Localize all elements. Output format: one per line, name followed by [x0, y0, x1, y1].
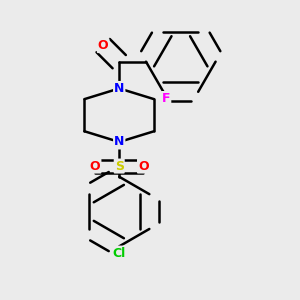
Text: Cl: Cl	[112, 247, 126, 260]
Text: S: S	[115, 160, 124, 172]
Text: O: O	[138, 160, 148, 172]
Text: F: F	[162, 92, 170, 105]
Text: N: N	[114, 136, 124, 148]
Text: O: O	[90, 160, 101, 172]
Text: O: O	[98, 39, 109, 52]
Text: N: N	[114, 82, 124, 95]
